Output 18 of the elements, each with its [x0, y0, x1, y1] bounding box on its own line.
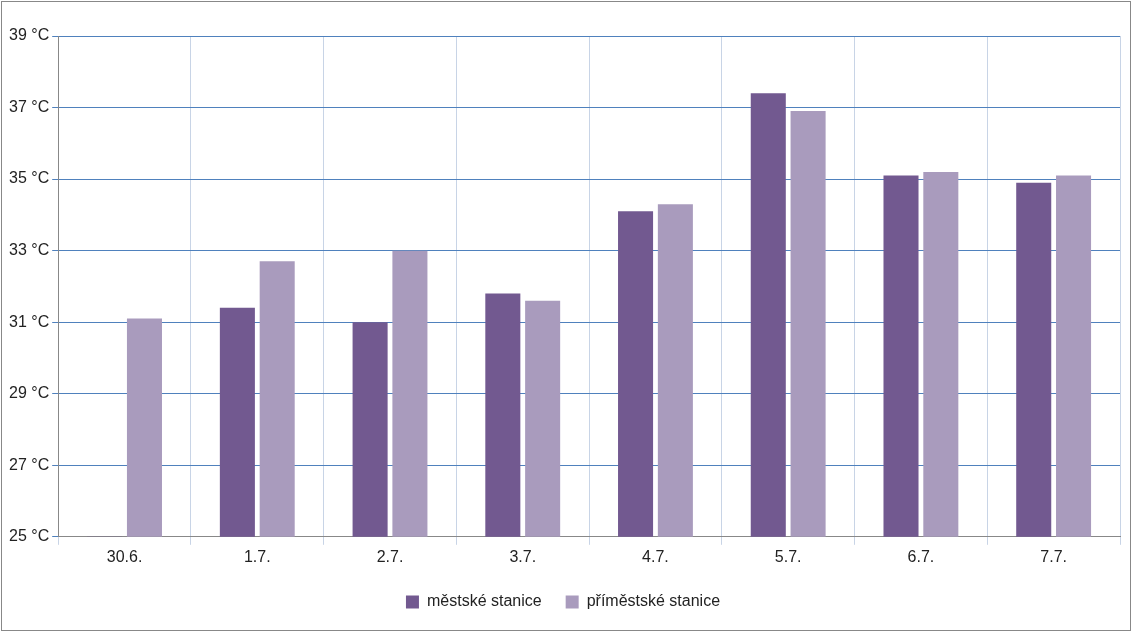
legend-label: městské stanice: [426, 592, 542, 610]
x-tick-label: 30.6.: [106, 547, 143, 565]
y-tick-label: 35 °C: [8, 169, 50, 187]
y-tick-label: 27 °C: [8, 455, 50, 473]
x-tick-label: 3.7.: [509, 547, 537, 565]
y-tick-label: 33 °C: [8, 241, 50, 259]
x-tick-label: 1.7.: [243, 547, 271, 565]
y-tick-label: 25 °C: [8, 527, 50, 545]
y-tick-label: 29 °C: [8, 384, 50, 402]
legend-label: příměstské stanice: [586, 592, 721, 610]
x-tick-label: 5.7.: [774, 547, 802, 565]
y-tick-label: 31 °C: [8, 312, 50, 330]
x-tick-label: 7.7.: [1040, 547, 1067, 565]
x-tick-label: 2.7.: [376, 547, 404, 565]
x-tick-label: 4.7.: [642, 547, 669, 565]
x-tick-label: 6.7.: [907, 547, 935, 565]
y-tick-label: 39 °C: [8, 26, 50, 44]
y-tick-label: 37 °C: [8, 97, 50, 115]
